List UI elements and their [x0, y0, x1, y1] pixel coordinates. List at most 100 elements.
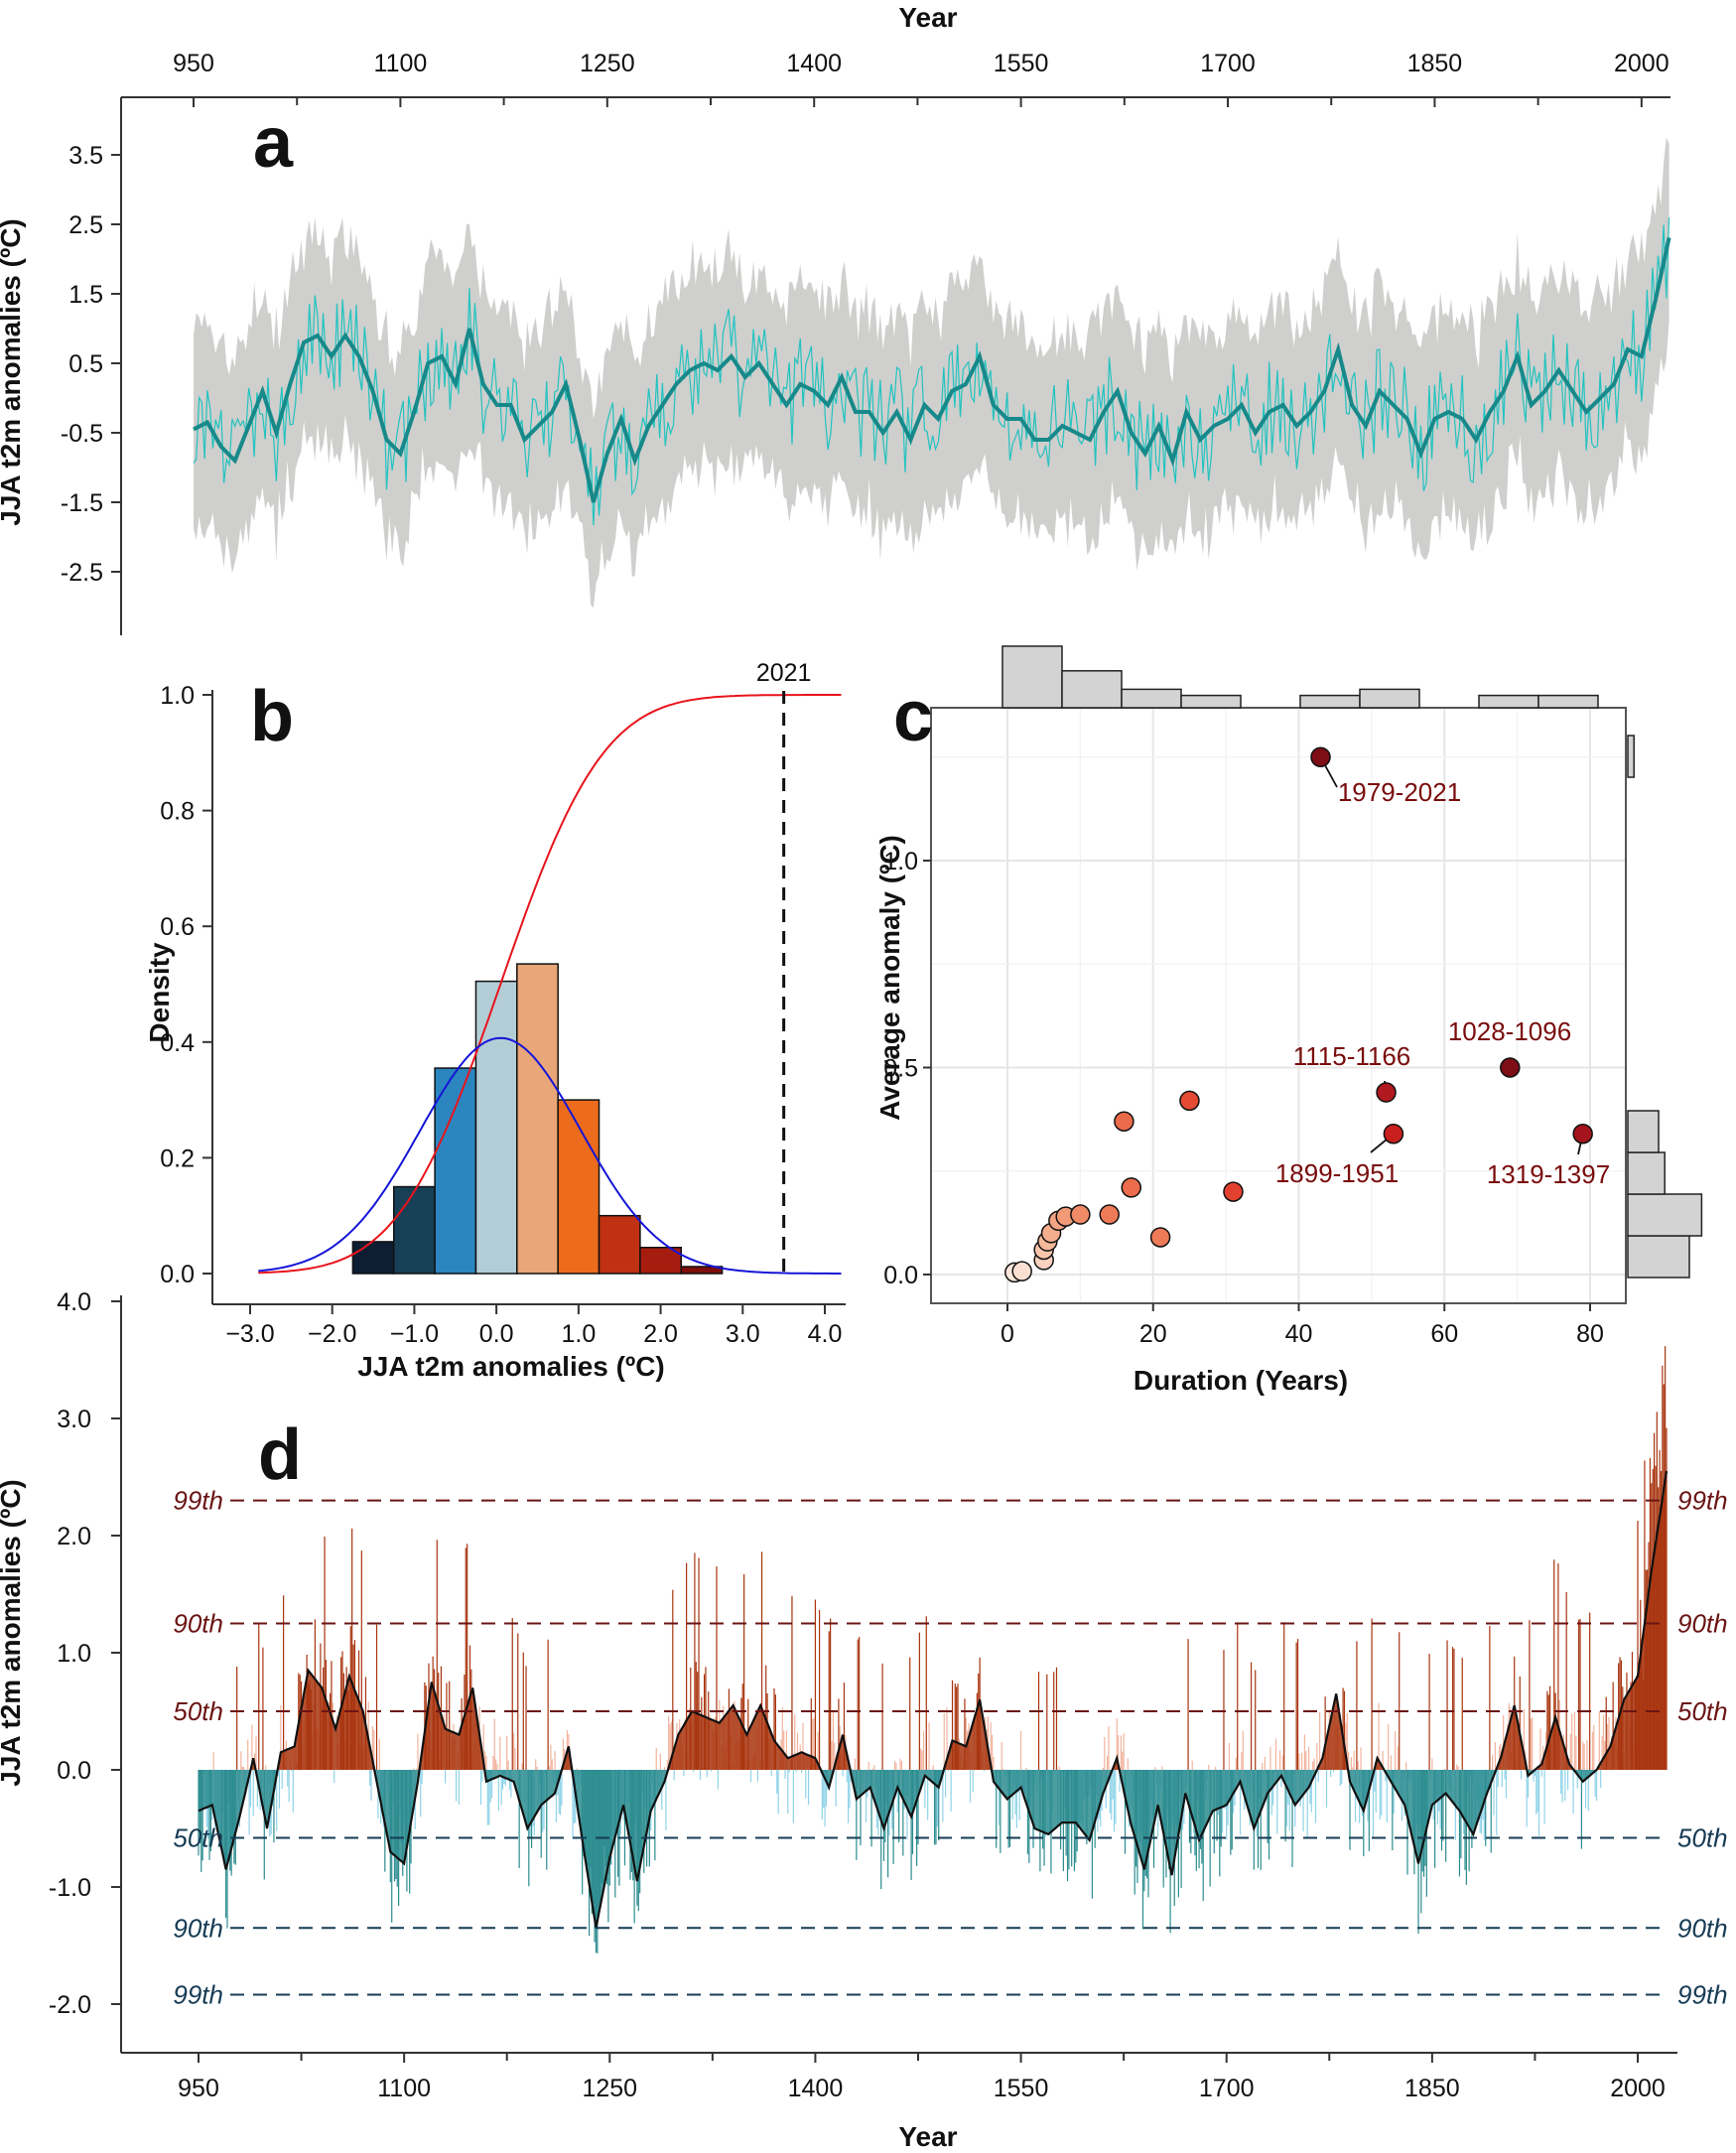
- panel-b-bar: [516, 963, 559, 1275]
- panel-d-xlabel: Year: [898, 2121, 957, 2152]
- panel-c-right-hist-bar: [1627, 1235, 1690, 1278]
- panel-d-percentile-label-left: 50th: [173, 1822, 223, 1852]
- panel-d-x-ticks: 950 1100 1250 1400 1550 1700 1850 2000: [178, 2053, 1666, 2102]
- panel-a-x-tick-label: 1100: [374, 50, 428, 77]
- panel-a-x-tick-label: 1250: [580, 50, 635, 77]
- panel-a-y-tick-label: -1.5: [61, 489, 103, 517]
- panel-b-x-tick-label: 3.0: [726, 1320, 760, 1348]
- panel-b-x-tick-label: −3.0: [225, 1320, 274, 1348]
- panel-c-y-tick-label: 0.0: [883, 1262, 918, 1289]
- panel-d-y-tick-label: -2.0: [49, 1991, 91, 2019]
- panel-a-band-area: [194, 137, 1669, 608]
- panel-b-bar: [598, 1214, 641, 1275]
- panel-d-percentile-label-right: 90th: [1677, 1609, 1728, 1639]
- panel-c-point-label: 1115-1166: [1293, 1041, 1411, 1071]
- panel-a-y-tick-label: -2.5: [61, 559, 103, 587]
- panel-a-x-tick-label: 950: [173, 50, 214, 77]
- panel-c-point-label: 1899-1951: [1275, 1158, 1399, 1188]
- panel-b-histogram: [351, 963, 724, 1275]
- panel-c-y-ticks: 0.0 0.5 1.0: [883, 848, 931, 1289]
- panel-b-bar: [474, 980, 518, 1275]
- panel-b-y-ticks: 1.0 0.8 0.6 0.4 0.2 0.0: [160, 682, 212, 1288]
- panel-d-percentile-label-right: 50th: [1677, 1696, 1728, 1726]
- panel-d-y-tick-label: 0.0: [57, 1757, 91, 1785]
- panel-c-y-tick-label: 0.5: [883, 1055, 918, 1083]
- panel-b: 2021 −3.0 −2.0 −1.0 0.0 1.0 2.0 3.0 4.0 1.0 0.8 0…: [144, 659, 846, 1382]
- panel-c-point-label: 1979-2021: [1338, 777, 1461, 807]
- panel-b-y-tick-label: 0.2: [160, 1144, 195, 1172]
- panel-a-y-tick-label: 3.5: [68, 142, 103, 170]
- panel-b-cdf-curve: [258, 694, 842, 1275]
- panel-c-right-hist-bar: [1627, 1151, 1666, 1195]
- panel-c-point-label: 1028-1096: [1448, 1016, 1571, 1046]
- panel-d-percentile-label-right: 50th: [1677, 1822, 1728, 1852]
- panel-c-right-hist-bar: [1627, 735, 1635, 778]
- panel-a-y-tick-label: -0.5: [61, 420, 103, 448]
- panel-d-percentile-label-left: 50th: [173, 1696, 223, 1726]
- panel-b-y-tick-label: 0.4: [160, 1029, 195, 1057]
- panel-a-y-tick-label: 2.5: [68, 211, 103, 239]
- panel-a-x-tick-label: 1850: [1407, 50, 1463, 77]
- panel-a-x-tick-label: 1400: [786, 50, 842, 77]
- panel-b-2021-label: 2021: [756, 659, 812, 687]
- panel-b-bar: [351, 1241, 395, 1275]
- panel-c-point: [1376, 1082, 1397, 1103]
- panel-d-y-tick-label: 1.0: [57, 1640, 91, 1668]
- panel-c-top-hist-bar: [1061, 670, 1123, 709]
- panel-d-smoothed-line: [198, 1470, 1669, 1929]
- panel-d-annual-bars: [198, 1346, 1668, 1953]
- panel-b-y-tick-label: 0.8: [160, 798, 195, 826]
- panel-b-bar: [557, 1099, 601, 1275]
- panel-b-x-tick-label: 0.0: [479, 1320, 514, 1348]
- panel-c-right-hist-bar: [1627, 1110, 1660, 1153]
- panel-c-top-hist-bar: [1478, 694, 1539, 709]
- panel-a-annual-line: [193, 217, 1670, 526]
- panel-c-point: [1121, 1177, 1141, 1198]
- panel-d-x-tick-label: 1850: [1404, 2075, 1460, 2102]
- panel-b-x-tick-label: 2.0: [643, 1320, 678, 1348]
- panel-d-percentile-label-right: 99th: [1677, 1486, 1728, 1516]
- panel-c: 1979-2021 1115-1166 1899-1951 1028-1096 1319…: [874, 645, 1703, 1396]
- panel-c-top-hist-bar: [1537, 694, 1599, 709]
- panel-b-x-ticks: −3.0 −2.0 −1.0 0.0 1.0 2.0 3.0 4.0: [225, 1304, 842, 1348]
- panel-a-label: a: [253, 103, 294, 183]
- panel-d-percentile-label-right: 90th: [1677, 1913, 1728, 1943]
- panel-d-y-ticks: 4.0 3.0 2.0 1.0 0.0 -1.0 -2.0: [49, 1288, 121, 2019]
- panel-b-ylabel: Density: [144, 942, 175, 1043]
- panel-d-warm-area: [199, 1471, 1667, 1770]
- panel-b-bar: [393, 1185, 436, 1275]
- panel-b-bar: [434, 1067, 477, 1275]
- panel-c-top-hist-bar: [1121, 688, 1182, 709]
- panel-b-label: b: [250, 677, 294, 756]
- panel-c-point: [1149, 1227, 1171, 1248]
- panel-c-ylabel: Average anomaly (ºC): [874, 835, 905, 1121]
- panel-d-x-tick-label: 1550: [994, 2075, 1049, 2102]
- panel-c-label: c: [893, 677, 933, 756]
- panel-b-y-tick-label: 0.6: [160, 913, 195, 941]
- panel-a-ylabel: JJA t2m anomalies (ºC): [0, 218, 26, 526]
- panel-c-x-tick-label: 60: [1430, 1320, 1458, 1348]
- panel-c-point: [1179, 1090, 1200, 1112]
- panel-d-x-tick-label: 950: [178, 2075, 219, 2102]
- panel-d-percentile-label-left: 99th: [173, 1486, 223, 1516]
- panel-c-points: 1979-2021 1115-1166 1899-1951 1028-1096 1319…: [1004, 746, 1610, 1283]
- panel-c-right-marginal-histogram: [1627, 735, 1703, 1278]
- panel-d: 99th 99th 90th 90th 50th 50th 50th 50th 90th 90th…: [0, 1288, 1728, 2152]
- panel-d-ylabel: JJA t2m anomalies (ºC): [0, 1479, 26, 1787]
- panel-d-percentile-label-left: 99th: [173, 1980, 223, 2010]
- panel-b-x-tick-label: −1.0: [390, 1320, 439, 1348]
- panel-d-label: d: [258, 1415, 302, 1495]
- panel-c-point-label: 1319-1397: [1487, 1159, 1610, 1189]
- panel-a: 950 1100 1250 1400 1550 1700 1850 2000 3.5 2.5 1.…: [0, 2, 1671, 635]
- panel-c-point: [1223, 1181, 1244, 1202]
- panel-d-x-tick-label: 1700: [1199, 2075, 1255, 2102]
- panel-a-smoothed-series: [193, 236, 1671, 503]
- panel-c-plot-area: [930, 707, 1627, 1304]
- panel-c-y-tick-label: 1.0: [883, 848, 918, 875]
- panel-a-x-tick-label: 1700: [1200, 50, 1256, 77]
- panel-c-x-tick-label: 80: [1576, 1320, 1604, 1348]
- panel-a-x-tick-label: 2000: [1614, 50, 1669, 77]
- panel-c-top-marginal-histogram: [1002, 645, 1599, 709]
- panel-d-x-tick-label: 1100: [377, 2075, 431, 2102]
